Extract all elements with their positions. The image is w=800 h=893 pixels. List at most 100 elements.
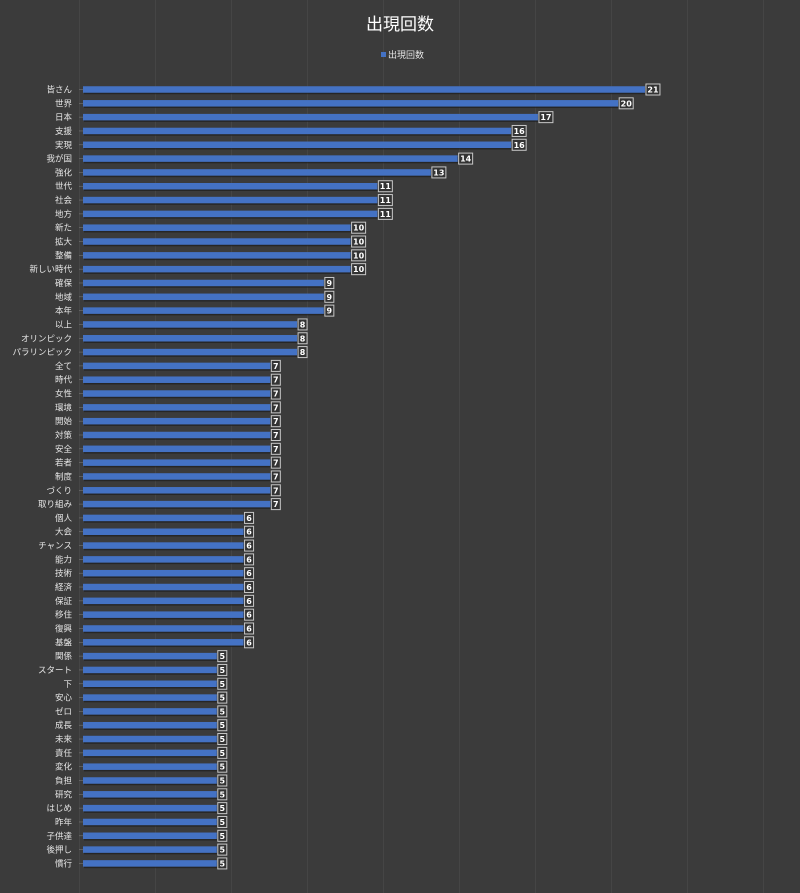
data-label: 10	[353, 238, 365, 247]
category-label: 安心	[55, 693, 73, 704]
bar	[83, 652, 217, 660]
category-label: 世代	[55, 181, 73, 192]
category-label: づくり	[46, 486, 72, 496]
category-label: 後押し	[46, 845, 72, 856]
data-label: 11	[380, 182, 392, 191]
data-label-box	[270, 415, 281, 428]
bar	[83, 487, 271, 494]
category-label: 下	[63, 680, 72, 690]
data-label: 6	[246, 514, 252, 523]
category-label: 基盤	[55, 637, 73, 648]
data-label-box	[244, 581, 255, 594]
category-label: 支援	[55, 126, 73, 137]
bar	[83, 348, 298, 356]
bar	[83, 625, 244, 632]
data-label: 8	[300, 320, 306, 329]
data-label: 8	[300, 348, 306, 357]
data-label: 6	[246, 542, 252, 551]
bar	[83, 141, 512, 149]
data-label: 6	[246, 624, 252, 633]
category-label: 保証	[55, 596, 73, 607]
data-label: 10	[353, 224, 365, 233]
data-label: 7	[273, 500, 279, 509]
category-label: ゼロ	[55, 706, 72, 717]
bar	[83, 224, 351, 231]
bar	[83, 666, 217, 674]
data-label-box	[217, 691, 228, 704]
data-label: 7	[273, 376, 279, 385]
legend-swatch	[381, 52, 386, 57]
data-label-box	[217, 788, 228, 801]
data-label-box	[511, 124, 527, 137]
category-label: 研究	[55, 789, 73, 800]
category-label: 我が国	[46, 154, 72, 165]
category-label: 安全	[55, 444, 73, 455]
category-label: パラリンピック	[12, 348, 72, 358]
data-label-box	[270, 484, 281, 497]
bar	[83, 417, 271, 425]
bar	[83, 376, 271, 383]
data-label-box	[270, 429, 281, 441]
data-label: 10	[353, 251, 365, 260]
data-label-box	[270, 359, 281, 372]
data-label: 5	[220, 680, 226, 689]
bar	[83, 528, 244, 535]
category-label: 若者	[55, 458, 73, 469]
data-label: 16	[514, 141, 526, 150]
category-label: 地域	[55, 292, 73, 303]
bar	[83, 777, 217, 784]
data-label-box	[244, 608, 255, 621]
data-label-box	[217, 857, 228, 870]
bar	[83, 735, 217, 743]
data-label-box	[351, 249, 367, 262]
data-label: 7	[273, 362, 279, 371]
data-label: 9	[327, 307, 333, 316]
bar	[83, 763, 217, 770]
category-label: 慣行	[55, 858, 73, 869]
bar	[83, 210, 378, 218]
data-label-box	[324, 290, 335, 303]
data-label-box	[217, 650, 228, 663]
category-label: 経済	[55, 582, 73, 593]
bar	[83, 265, 351, 273]
bar	[83, 721, 217, 729]
data-label-box	[645, 83, 661, 96]
bar	[83, 252, 351, 259]
data-label: 9	[327, 293, 333, 302]
category-label: 能力	[55, 554, 72, 565]
bars-group: 皆さん 21 世界 20 日本 17 支援 16 実現 16 我が国 14 強化 13 世代 11 社会 11 地方…	[12, 83, 661, 870]
data-label-box	[217, 843, 228, 856]
category-label: 皆さん	[46, 86, 72, 96]
data-label: 7	[273, 445, 279, 454]
category-label: はじめ	[46, 804, 72, 814]
category-label: 以上	[55, 320, 73, 330]
data-label: 5	[220, 832, 226, 841]
data-label-box	[351, 221, 367, 234]
category-label: 責任	[55, 748, 73, 759]
data-label: 9	[327, 279, 333, 288]
data-label: 7	[273, 486, 279, 495]
data-label-box	[217, 677, 228, 690]
category-label: 時代	[55, 375, 73, 386]
bar	[83, 127, 512, 135]
category-label: 環境	[55, 402, 73, 413]
data-label: 6	[246, 528, 252, 537]
bar	[83, 473, 271, 480]
data-label-box	[244, 511, 255, 524]
category-label: オリンピック	[21, 334, 72, 344]
bar	[83, 293, 324, 301]
data-label: 16	[514, 127, 526, 136]
data-label: 8	[300, 334, 306, 343]
bar	[83, 459, 271, 466]
bar	[83, 321, 298, 328]
data-label: 6	[246, 555, 252, 564]
data-label-box	[377, 207, 393, 220]
bar	[83, 86, 645, 93]
bar	[83, 832, 217, 840]
category-label: 地方	[55, 209, 72, 220]
bar	[83, 238, 351, 245]
data-label: 7	[273, 403, 279, 412]
data-label-box	[217, 705, 228, 718]
category-label: スタート	[38, 666, 72, 676]
